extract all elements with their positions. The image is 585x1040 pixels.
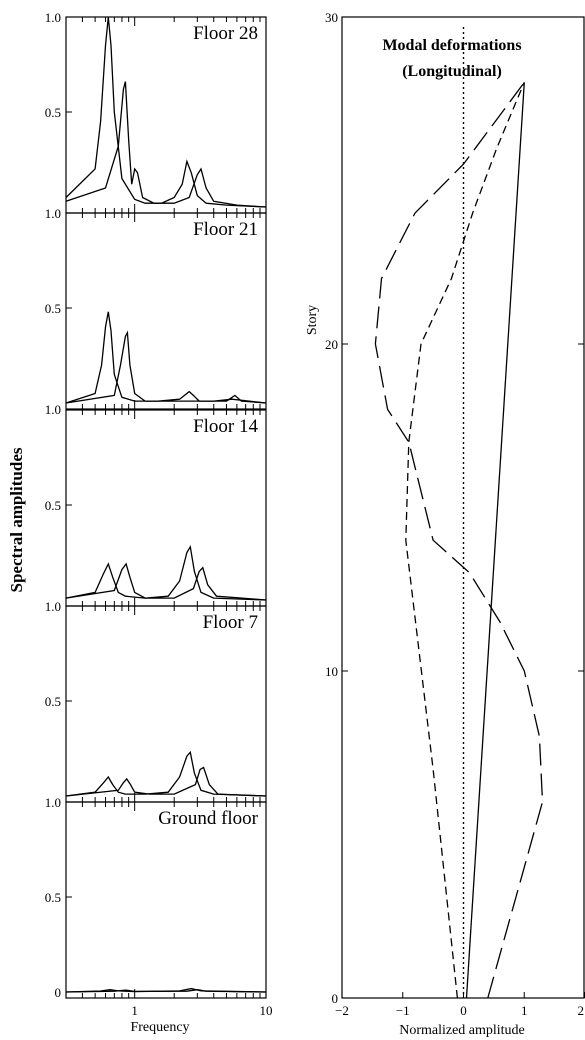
- spectrum-series-line: [65, 16, 267, 208]
- spectrum-series-line: [65, 766, 267, 797]
- panel-label: Floor 14: [193, 416, 258, 437]
- y-tick-label: 0.5: [45, 694, 61, 709]
- panel-frame: [65, 605, 267, 803]
- y-tick-label: 0.5: [45, 498, 61, 513]
- spectrum-panel: 1.0 0.5 1.0 Floor 28: [45, 10, 267, 221]
- x-axis-title: Frequency: [130, 1020, 189, 1035]
- spectrum-series-line: [65, 562, 267, 601]
- x-tick-label: 2: [578, 1003, 585, 1018]
- panel-frame: [65, 16, 267, 214]
- modal-deformation-chart: 0 10 20 30 −2 −1 0 1 2 Modal deformations (Longitu…: [305, 10, 585, 1038]
- y-tick-label: 1.0: [45, 599, 61, 614]
- panel-label: Ground floor: [158, 808, 258, 829]
- y-tick-label: 20: [325, 337, 338, 352]
- x-tick-label: 1: [131, 1003, 138, 1018]
- y-tick-label: 0: [332, 991, 339, 1006]
- spectrum-series-line: [65, 989, 267, 993]
- x-tick-label: 1: [521, 1003, 528, 1018]
- spectrum-series-line: [65, 311, 267, 404]
- spectrum-series-line: [65, 750, 267, 797]
- panel-label: Floor 28: [193, 23, 258, 44]
- x-tick-label: 0: [460, 1003, 467, 1018]
- mode-shape-solid-line: [465, 82, 525, 999]
- spectrum-panel: 0.5 1.0 Floor 14: [45, 409, 267, 614]
- y-tick-label: 1.0: [45, 795, 61, 810]
- spectral-amplitude-chart: 1.0 0.5 1.0 Floor 28 0.5 1.0 Floor 21 0.5 1.0 Flo…: [7, 10, 273, 1035]
- y-tick-label: 1.0: [45, 10, 61, 25]
- spectrum-panel: 0.5 0 Ground floor: [45, 801, 267, 1000]
- x-tick-label: 10: [260, 1003, 273, 1018]
- chart-title: Modal deformations: [382, 37, 521, 54]
- spectrum-panel: 0.5 1.0 Floor 21: [45, 212, 267, 417]
- panel-label: Floor 7: [203, 612, 258, 633]
- y-tick-label: 1.0: [45, 402, 61, 417]
- x-axis-title: Normalized amplitude: [399, 1023, 525, 1038]
- y-tick-label: 0: [55, 985, 62, 1000]
- mode-shape-short-dash-line: [405, 82, 525, 999]
- spectrum-panel: 0.5 1.0 Floor 7: [45, 605, 267, 810]
- panel-label: Floor 21: [193, 219, 258, 240]
- panel-frame: [65, 409, 267, 607]
- x-tick-label: −2: [335, 1003, 349, 1018]
- spectrum-series-line: [65, 544, 267, 601]
- y-tick-label: 1.0: [45, 206, 61, 221]
- y-tick-label: 0.5: [45, 301, 61, 316]
- y-tick-label: 30: [325, 10, 338, 25]
- y-axis-title: Story: [305, 305, 320, 335]
- panel-frame: [65, 801, 267, 999]
- x-tick-label: −1: [396, 1003, 410, 1018]
- y-axis-title: Spectral amplitudes: [7, 447, 26, 592]
- y-tick-label: 0.5: [45, 890, 61, 905]
- chart-subtitle: (Longitudinal): [402, 63, 502, 80]
- spectrum-series-line: [65, 330, 267, 404]
- mode-shape-long-dash-line: [374, 82, 544, 999]
- y-tick-label: 10: [325, 664, 338, 679]
- spectrum-series-line: [65, 81, 267, 208]
- panel-frame: [65, 212, 267, 410]
- y-tick-label: 0.5: [45, 105, 61, 120]
